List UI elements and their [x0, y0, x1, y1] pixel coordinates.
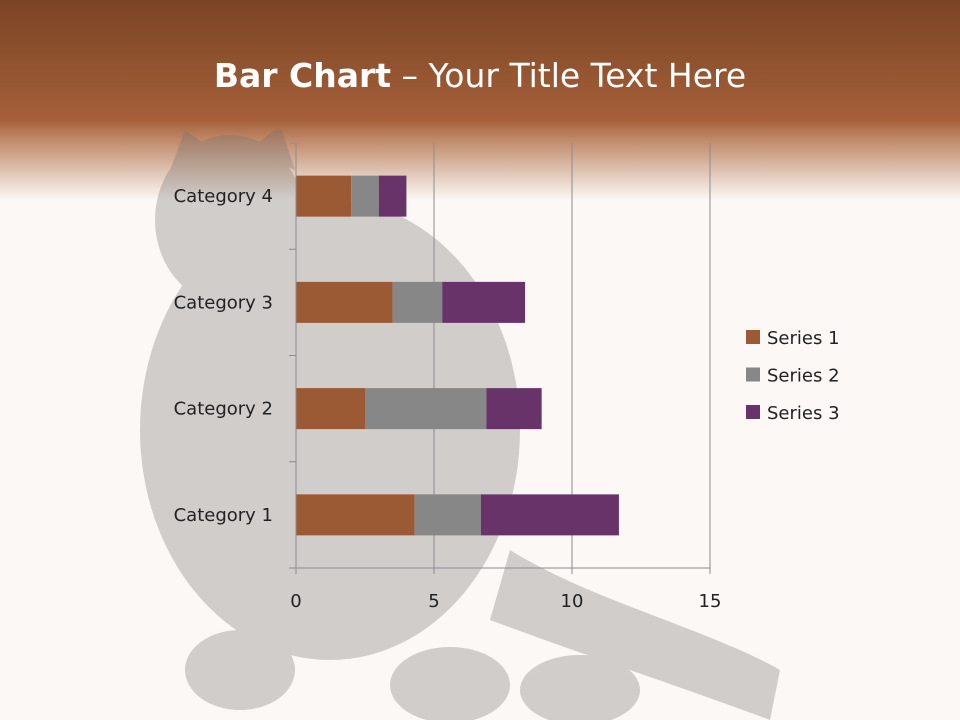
category-label: Category 1	[174, 505, 273, 526]
bar-segment-series-2	[392, 281, 443, 323]
title-separator: –	[391, 56, 429, 95]
cat-background-image	[140, 130, 780, 720]
category-labels: Category 1 Category 2 Category 3 Category 4	[174, 186, 273, 526]
bar-segment-series-1	[296, 494, 415, 536]
category-label: Category 2	[174, 399, 273, 420]
category-label: Category 4	[174, 186, 273, 207]
x-tick-label: 0	[290, 591, 301, 612]
bar-segment-series-1	[296, 175, 352, 217]
bar-segment-series-2	[365, 388, 487, 430]
bar-segment-series-3	[442, 281, 526, 323]
slide-title: Bar Chart – Your Title Text Here	[0, 52, 960, 100]
x-tick-labels: 0 5 10 15	[290, 591, 721, 612]
title-rest: Your Title Text Here	[428, 56, 747, 95]
chart-axes	[289, 142, 711, 574]
legend-swatch	[746, 367, 760, 382]
title-bold: Bar Chart	[213, 56, 392, 95]
x-tick-label: 10	[561, 591, 584, 612]
bar-segment-series-3	[480, 494, 619, 536]
x-tick-label: 5	[428, 591, 439, 612]
x-tick-label: 15	[699, 591, 722, 612]
bar-series	[296, 175, 619, 536]
bar-segment-series-2	[351, 175, 379, 217]
bar-segment-series-3	[486, 388, 542, 430]
bar-segment-series-1	[296, 388, 365, 430]
bar-segment-series-3	[378, 175, 407, 217]
legend-label: Series 1	[767, 328, 840, 349]
category-label: Category 3	[174, 292, 273, 313]
legend-swatch	[746, 330, 760, 344]
bar-segment-series-1	[296, 281, 393, 323]
legend-label: Series 3	[767, 403, 840, 424]
legend-label: Series 2	[767, 366, 840, 387]
title-banner	[0, 0, 960, 200]
chart-legend: Series 1 Series 2 Series 3	[746, 328, 840, 424]
bar-segment-series-2	[414, 494, 481, 536]
legend-swatch	[746, 405, 760, 419]
